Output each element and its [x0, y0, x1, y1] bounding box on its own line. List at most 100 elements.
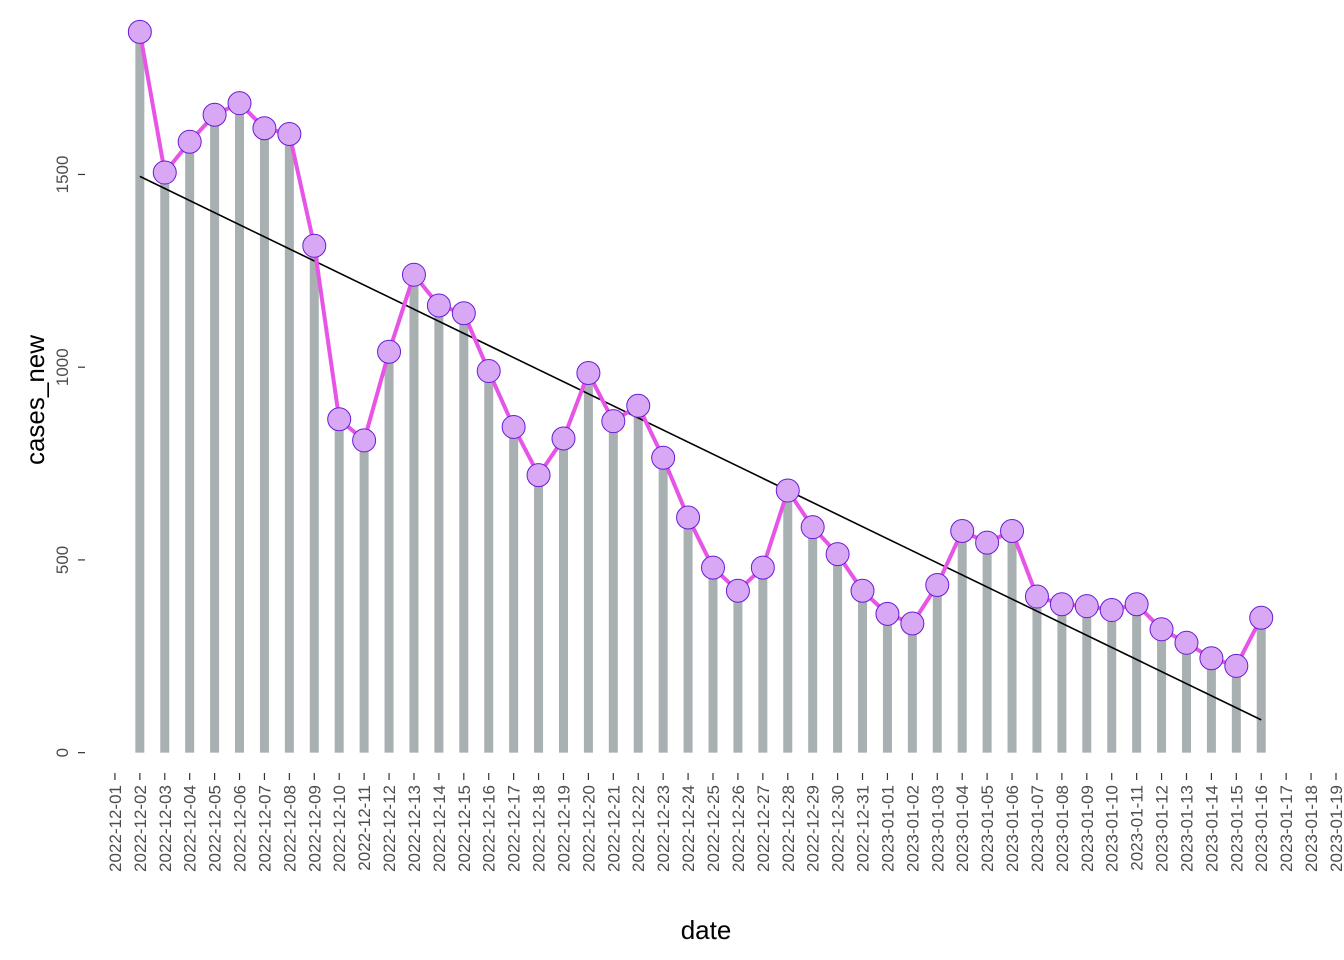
x-tick-label: 2022-12-01 — [106, 785, 125, 872]
x-tick-label: 2022-12-26 — [729, 785, 748, 872]
x-tick-label: 2022-12-19 — [554, 785, 573, 872]
data-point — [950, 519, 975, 544]
bar — [185, 141, 195, 753]
bar — [409, 274, 419, 753]
data-point — [526, 463, 551, 488]
x-tick-label: 2022-12-20 — [579, 785, 598, 872]
x-tick-label: 2023-01-07 — [1028, 785, 1047, 872]
data-point — [1099, 598, 1124, 623]
bar — [160, 172, 170, 753]
x-axis-title: date — [681, 915, 732, 945]
data-point — [202, 102, 227, 127]
trend-layer — [139, 175, 1262, 721]
x-tick-label: 2022-12-21 — [604, 785, 623, 872]
x-tick-label: 2023-01-04 — [953, 785, 972, 872]
x-tick-label: 2022-12-30 — [829, 785, 848, 872]
data-point — [352, 428, 377, 453]
bar — [907, 623, 917, 753]
bar — [733, 590, 743, 753]
x-tick-label: 2022-12-12 — [380, 785, 399, 872]
bar — [484, 371, 494, 753]
data-point — [900, 611, 925, 636]
x-tick-label: 2022-12-27 — [754, 785, 773, 872]
bar — [210, 114, 220, 753]
bar — [334, 419, 344, 753]
data-point — [327, 407, 352, 432]
x-tick-label: 2023-01-05 — [978, 785, 997, 872]
data-point — [1074, 594, 1099, 619]
data-point — [601, 409, 626, 434]
bar — [683, 517, 693, 753]
data-point — [1149, 617, 1174, 642]
data-point — [127, 19, 152, 44]
data-point — [1049, 592, 1074, 617]
x-tick-label: 2022-12-06 — [231, 785, 250, 872]
x-tick-label: 2022-12-23 — [654, 785, 673, 872]
bar — [882, 613, 892, 753]
x-tick-label: 2022-12-03 — [156, 785, 175, 872]
series-layer — [137, 31, 1263, 668]
data-point — [775, 478, 800, 503]
data-point — [701, 555, 725, 580]
x-tick-label: 2022-12-09 — [305, 785, 324, 872]
bar — [135, 31, 145, 753]
bar — [1181, 642, 1191, 753]
data-point — [750, 555, 775, 580]
x-tick-label: 2023-01-09 — [1078, 785, 1097, 872]
x-tick-label: 2022-12-07 — [255, 785, 274, 872]
x-tick-label: 2022-12-04 — [181, 785, 200, 872]
bar — [708, 567, 718, 753]
bar — [658, 457, 668, 753]
x-tick-label: 2023-01-13 — [1177, 785, 1196, 872]
y-axis: 0 500 1000 1500 — [53, 156, 85, 757]
bar — [833, 554, 843, 753]
data-point — [377, 339, 402, 364]
x-tick-label: 2023-01-18 — [1302, 785, 1321, 872]
bar — [235, 103, 245, 753]
bar — [384, 351, 394, 753]
bar — [1132, 604, 1142, 753]
x-tick-label: 2023-01-14 — [1202, 785, 1221, 872]
x-tick-label: 2022-12-15 — [455, 785, 474, 872]
bar — [1082, 606, 1092, 753]
data-point — [1249, 605, 1274, 630]
data-point — [676, 505, 701, 530]
x-tick-label: 2022-12-08 — [280, 785, 299, 872]
bar — [1057, 604, 1067, 753]
bar — [1032, 596, 1042, 753]
bar — [808, 527, 818, 753]
y-tick-label: 500 — [53, 546, 72, 574]
x-tick-label: 2022-12-05 — [206, 785, 225, 872]
data-point — [1174, 630, 1199, 655]
bar — [758, 567, 768, 753]
bar — [583, 372, 593, 753]
trend-line — [139, 175, 1262, 721]
data-point — [1024, 584, 1049, 609]
data-point — [401, 262, 426, 287]
bar — [633, 405, 643, 753]
x-tick-label: 2022-12-18 — [530, 785, 549, 872]
data-point — [626, 393, 651, 418]
x-tick-label: 2023-01-15 — [1227, 785, 1246, 872]
data-point — [875, 601, 900, 626]
x-tick-label: 2022-12-31 — [854, 785, 873, 872]
y-tick-label: 1500 — [53, 156, 72, 194]
data-point — [152, 160, 177, 185]
bar — [1007, 531, 1017, 753]
x-tick-label: 2023-01-19 — [1327, 785, 1344, 872]
x-tick-label: 2023-01-11 — [1128, 785, 1147, 871]
bar — [558, 438, 568, 753]
x-tick-label: 2022-12-02 — [131, 785, 150, 872]
bar — [434, 305, 444, 753]
x-tick-label: 2023-01-12 — [1153, 785, 1172, 872]
bar — [783, 490, 793, 753]
data-point — [277, 122, 302, 146]
x-tick-label: 2023-01-02 — [903, 785, 922, 872]
x-tick-label: 2023-01-01 — [878, 785, 897, 872]
y-tick-label: 1000 — [53, 348, 72, 386]
data-point — [725, 578, 750, 603]
data-point — [501, 414, 526, 439]
data-point — [302, 233, 327, 258]
bar — [509, 426, 519, 753]
